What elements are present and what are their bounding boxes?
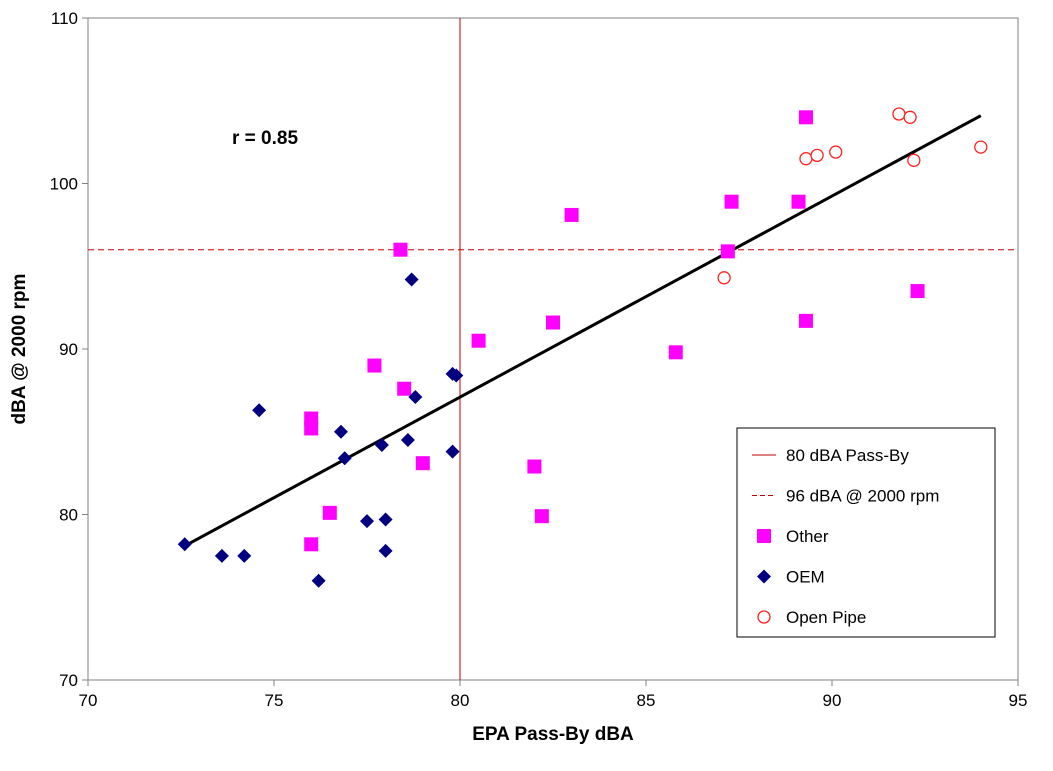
- other-point: [564, 207, 579, 222]
- legend-label: Open Pipe: [786, 608, 866, 627]
- y-axis-title: dBA @ 2000 rpm: [9, 274, 30, 425]
- legend-marker-swatch: [757, 610, 771, 624]
- legend-label: 80 dBA Pass-By: [786, 446, 909, 465]
- x-axis-title: EPA Pass-By dBA: [472, 724, 634, 745]
- other-point: [546, 315, 560, 330]
- other-point: [393, 242, 408, 257]
- y-tick-label: 70: [59, 671, 78, 690]
- other-point: [415, 456, 430, 471]
- oem-point: [374, 437, 389, 452]
- x-tick-label: 75: [265, 691, 284, 710]
- other-point: [724, 194, 739, 209]
- open-pipe-point: [829, 145, 843, 159]
- other-point: [798, 110, 813, 125]
- y-tick-label: 80: [59, 506, 78, 525]
- other-point: [798, 313, 813, 328]
- x-axis-ticks: 70 75 80 85 90 95: [79, 680, 1028, 710]
- other-point: [304, 421, 319, 436]
- oem-point: [378, 543, 393, 558]
- oem-point: [445, 444, 460, 459]
- oem-point: [237, 548, 252, 563]
- other-point: [397, 381, 412, 396]
- oem-point: [311, 573, 326, 588]
- y-axis-ticks: 70 80 90 100 110: [50, 9, 88, 690]
- legend-marker-swatch: [757, 529, 771, 543]
- x-tick-label: 70: [79, 691, 98, 710]
- legend-box: [736, 427, 996, 638]
- other-point: [471, 333, 486, 348]
- open-pipe-point: [907, 153, 921, 167]
- y-tick-label: 100: [50, 175, 78, 194]
- x-tick-label: 90: [823, 691, 842, 710]
- correlation-annotation: r = 0.85: [232, 128, 298, 149]
- open-pipe-point: [903, 110, 917, 124]
- x-tick-label: 80: [451, 691, 470, 710]
- other-point: [910, 284, 925, 299]
- open-pipe-point: [892, 107, 906, 121]
- oem-point: [400, 433, 415, 448]
- oem-point: [333, 424, 348, 439]
- oem-point: [360, 514, 374, 529]
- oem-point: [177, 537, 192, 552]
- oem-point: [449, 368, 464, 383]
- x-tick-label: 95: [1009, 691, 1028, 710]
- oem-point: [408, 389, 423, 404]
- x-tick-label: 85: [637, 691, 656, 710]
- other-point: [322, 505, 337, 520]
- oem-point: [378, 512, 393, 527]
- other-point: [791, 194, 806, 209]
- other-point: [720, 244, 735, 259]
- other-point: [527, 459, 542, 474]
- legend-items: 80 dBA Pass-By 96 dBA @ 2000 rpm Other OEM O…: [752, 446, 939, 627]
- other-point: [304, 537, 319, 552]
- open-pipe-point: [717, 271, 731, 285]
- reference-lines: [88, 18, 1018, 680]
- oem-point: [214, 548, 229, 563]
- open-pipe-point: [974, 140, 988, 154]
- open-pipe-point: [810, 148, 824, 163]
- trendline-group: [184, 114, 982, 548]
- oem-point: [252, 403, 267, 418]
- legend-label: OEM: [786, 568, 825, 587]
- open-pipe-point: [799, 152, 813, 166]
- data-points: [177, 107, 988, 588]
- other-point: [367, 358, 382, 373]
- legend-label: Other: [786, 527, 829, 546]
- y-tick-label: 90: [59, 340, 78, 359]
- y-tick-label: 110: [51, 9, 78, 28]
- legend-marker-swatch: [757, 569, 771, 584]
- other-point: [534, 509, 549, 524]
- legend: 80 dBA Pass-By 96 dBA @ 2000 rpm Other OEM O…: [736, 427, 996, 638]
- trendline: [184, 114, 982, 548]
- legend-label: 96 dBA @ 2000 rpm: [786, 487, 939, 506]
- oem-point: [404, 272, 419, 287]
- other-point: [668, 345, 683, 360]
- oem-point: [337, 451, 352, 466]
